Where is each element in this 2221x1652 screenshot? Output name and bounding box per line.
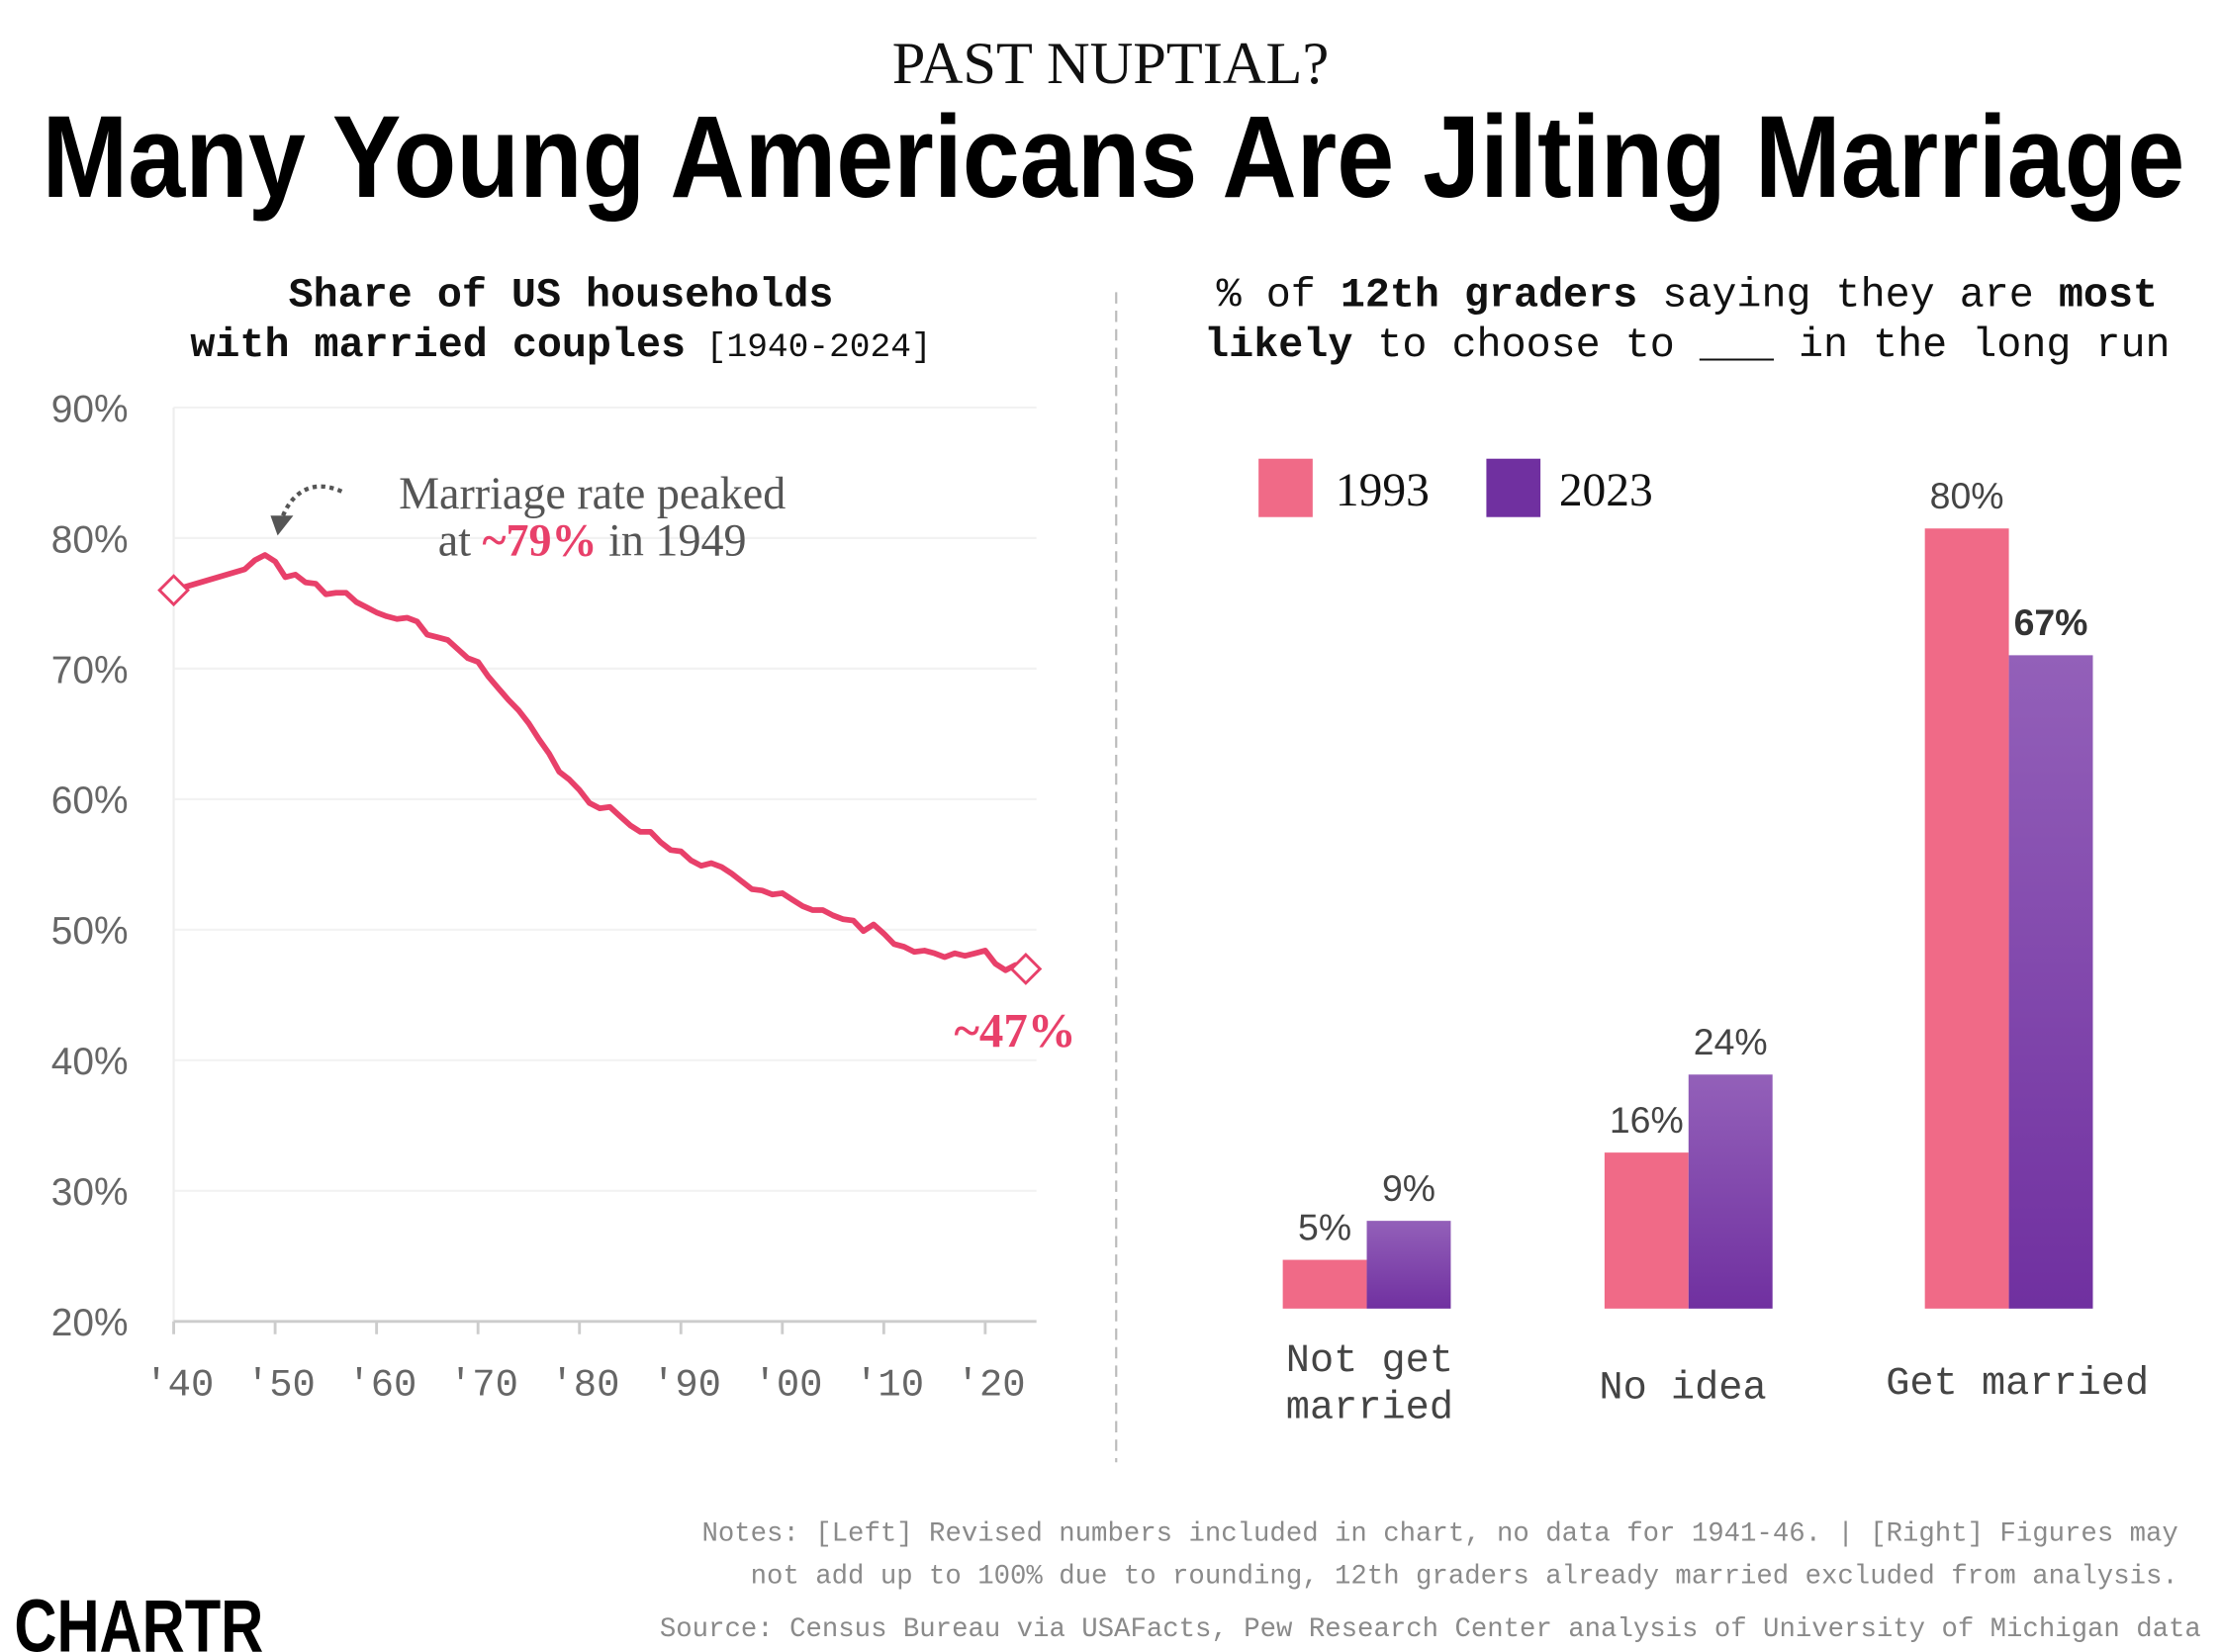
subtitle-part: 12th graders xyxy=(1341,272,1637,320)
y-tick-label: 50% xyxy=(51,910,129,953)
page-title: Many Young Americans Are Jilting Marriag… xyxy=(42,92,2184,223)
end-value-label: ~47% xyxy=(954,1003,1075,1057)
legend-swatch-1993 xyxy=(1258,458,1313,517)
y-tick-label: 20% xyxy=(51,1302,129,1344)
source: Source: Census Bureau via USAFacts, Pew … xyxy=(660,1614,2201,1645)
x-tick-label: '90 xyxy=(652,1364,721,1408)
y-tick-label: 70% xyxy=(51,649,129,691)
legend-label-2023: 2023 xyxy=(1559,465,1653,516)
x-tick-label: '20 xyxy=(957,1364,1026,1408)
x-tick-label: '10 xyxy=(855,1364,924,1408)
bar-1993 xyxy=(1924,528,2009,1309)
bar-value-label: 67% xyxy=(2014,601,2088,643)
arrow-head-icon xyxy=(270,515,294,536)
subtitle-part: to choose to ___ in the long run xyxy=(1352,321,2170,369)
legend-label-1993: 1993 xyxy=(1336,465,1430,516)
y-tick-label: 40% xyxy=(51,1041,129,1083)
left-subtitle-range: [1940-2024] xyxy=(686,328,932,367)
annotation-arrow-icon xyxy=(279,484,343,519)
annotation-part: at xyxy=(438,515,483,566)
annotation-part: in 1949 xyxy=(598,515,747,566)
bar-value-label: 9% xyxy=(1382,1167,1435,1209)
subtitle-part: most xyxy=(2059,272,2158,320)
x-tick-label: '50 xyxy=(246,1364,316,1408)
x-tick-label: '00 xyxy=(754,1364,823,1408)
legend: 1993 2023 xyxy=(1258,458,1653,517)
category-label: Not get xyxy=(1286,1338,1453,1384)
x-tick-label: '60 xyxy=(347,1364,416,1408)
subtitle-part: % of xyxy=(1217,272,1341,320)
category-label: No idea xyxy=(1599,1366,1766,1412)
bar-value-label: 24% xyxy=(1694,1021,1768,1062)
bar-2023 xyxy=(1366,1221,1451,1309)
bar-1993 xyxy=(1604,1152,1689,1309)
left-subtitle-line1: Share of US households xyxy=(289,272,834,320)
notes-line1: Notes: [Left] Revised numbers included i… xyxy=(701,1518,2177,1549)
x-tick-label: '80 xyxy=(551,1364,620,1408)
y-tick-label: 80% xyxy=(51,518,129,561)
bar-2023 xyxy=(2008,655,2093,1309)
right-subtitle-line1: % of 12th graders saying they are most xyxy=(1217,272,2158,320)
end-point-marker xyxy=(1009,953,1043,985)
subtitle-part: saying they are xyxy=(1637,272,2059,320)
annotation-peak-value: ~79% xyxy=(483,515,598,566)
bar-value-label: 16% xyxy=(1610,1099,1684,1141)
x-tick-label: '40 xyxy=(144,1364,214,1408)
right-subtitle-line2: likely to choose to ___ in the long run xyxy=(1204,321,2170,369)
y-tick-label: 60% xyxy=(51,780,129,822)
line-chart: 90% 80% 70% 60% 50% 40% 30% 20% '40 '50 '60 '70 '80 '… xyxy=(51,388,1043,1408)
kicker: PAST NUPTIAL? xyxy=(892,31,1330,97)
chartr-logo: CHARTR xyxy=(14,1585,263,1652)
subtitle-part: likely xyxy=(1204,321,1352,369)
left-subtitle-line2: with married couples [1940-2024] xyxy=(190,321,931,369)
notes-line2: not add up to 100% due to rounding, 12th… xyxy=(751,1562,2178,1593)
start-point-marker xyxy=(157,574,190,607)
bar-value-label: 5% xyxy=(1298,1206,1351,1247)
annotation-line2: at ~79% in 1949 xyxy=(438,515,747,566)
category-label: married xyxy=(1286,1386,1453,1431)
bar-value-label: 80% xyxy=(1930,475,2004,516)
y-tick-label: 90% xyxy=(51,388,129,430)
bar-1993 xyxy=(1282,1259,1367,1309)
left-subtitle-bold: with married couples xyxy=(190,321,686,369)
bar-2023 xyxy=(1688,1074,1773,1309)
marriage-share-line xyxy=(172,552,1027,973)
category-label: Get married xyxy=(1886,1361,2149,1407)
y-tick-label: 30% xyxy=(51,1171,129,1214)
legend-swatch-2023 xyxy=(1486,458,1541,517)
annotation-line1: Marriage rate peaked xyxy=(399,468,786,518)
x-tick-label: '70 xyxy=(449,1364,518,1408)
